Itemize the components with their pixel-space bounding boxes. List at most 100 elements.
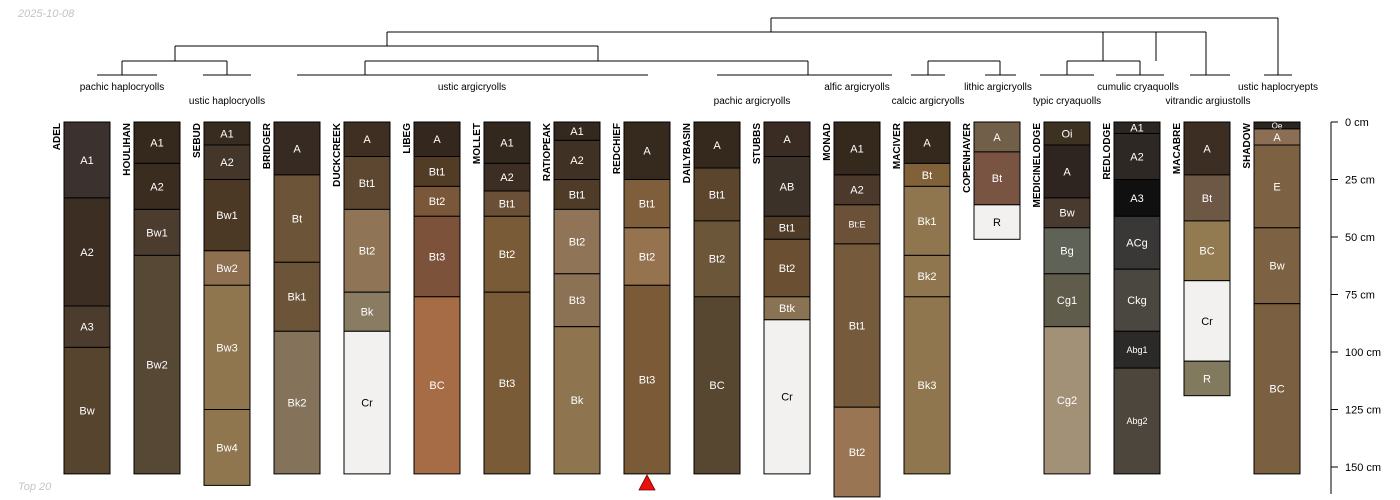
horizon-label: A2 [80, 247, 93, 259]
horizon-label: Cr [1201, 316, 1213, 328]
horizon-monad [833, 204, 881, 245]
horizon-maciver [903, 296, 951, 475]
horizon-mollet [483, 215, 531, 293]
horizon-label: Bk [361, 307, 374, 319]
profile-name: BRIDGER [262, 122, 273, 169]
horizon-label: A1 [1130, 123, 1143, 135]
horizon-label: Bw3 [216, 342, 237, 354]
horizon-copenhaver [973, 121, 1021, 153]
horizon-label: Bt [1202, 193, 1212, 205]
horizon-label: A1 [570, 126, 583, 138]
horizon-label: A2 [150, 181, 163, 193]
horizon-label: Cr [361, 397, 373, 409]
horizon-label: A1 [220, 128, 233, 140]
horizon-label: A1 [850, 143, 863, 155]
profile-name: STUBBS [752, 123, 763, 164]
horizon-dailybasin [693, 167, 741, 222]
profile-name: SHADOW [1242, 122, 1253, 168]
horizon-copenhaver [973, 204, 1021, 240]
horizon-label: Bt2 [429, 196, 446, 208]
horizon-label: Bw [79, 406, 94, 418]
horizon-label: Bt1 [429, 166, 446, 178]
depth-tick-label: 25 cm [1345, 175, 1375, 187]
horizon-redlodge [1113, 367, 1161, 475]
horizon-label: Bt2 [499, 249, 516, 261]
horizon-macabre [1183, 121, 1231, 176]
horizon-adel [63, 346, 111, 475]
horizon-label: Ckg [1127, 295, 1147, 307]
horizon-medicinelodge [1043, 197, 1091, 229]
taxon-label: alfic argicryolls [824, 82, 890, 93]
horizon-label: Bg [1060, 246, 1073, 258]
horizon-label: Bt1 [359, 178, 376, 190]
taxon-label: ustic argicryolls [438, 82, 506, 93]
horizon-monad [833, 174, 881, 206]
horizon-label: Bk2 [288, 397, 307, 409]
horizon-stubbs [763, 319, 811, 475]
horizon-label: Bw2 [146, 360, 167, 372]
horizon-label: Bk1 [918, 216, 937, 228]
horizon-label: Bt [992, 173, 1002, 185]
horizon-libeg [413, 121, 461, 157]
horizon-label: A [1273, 132, 1281, 144]
horizon-label: Oe [1272, 121, 1283, 130]
depth-tick-label: 75 cm [1345, 290, 1375, 302]
horizon-label: Btk [779, 303, 795, 315]
horizon-bridger [273, 261, 321, 332]
horizon-label: A [783, 134, 791, 146]
horizon-label: Bk1 [288, 292, 307, 304]
horizon-redchief [623, 179, 671, 229]
horizon-label: A [433, 134, 441, 146]
horizon-label: A [993, 132, 1001, 144]
horizon-maciver [903, 185, 951, 256]
horizon-adel [63, 121, 111, 199]
depth-tick-label: 150 cm [1345, 462, 1381, 474]
taxon-label: ustic haplocryolls [189, 96, 265, 107]
horizon-label: AB [780, 181, 795, 193]
horizon-label: Bt2 [639, 251, 656, 263]
profile-name: REDCHIEF [612, 123, 623, 174]
horizon-label: A1 [500, 138, 513, 150]
horizon-label: Bt1 [639, 199, 656, 211]
horizon-label: A [713, 140, 721, 152]
horizon-duckcreek [343, 208, 391, 293]
horizon-label: A [1203, 143, 1211, 155]
horizon-label: BC [1269, 384, 1284, 396]
horizon-label: Bk [571, 395, 584, 407]
horizon-label: BC [429, 380, 444, 392]
horizon-stubbs [763, 156, 811, 217]
taxon-label: calcic argicryolls [892, 96, 965, 107]
profile-name: RATIOPEAK [542, 122, 553, 181]
horizon-label: A [643, 146, 651, 158]
horizon-macabre [1183, 174, 1231, 222]
profile-name: MEDICINELODGE [1032, 123, 1043, 208]
horizon-mollet [483, 190, 531, 217]
taxon-label: ustic haplocryepts [1238, 82, 1318, 93]
horizon-label: Bt1 [499, 199, 516, 211]
profile-name: ADEL [52, 123, 63, 150]
horizon-maciver [903, 121, 951, 164]
horizon-bridger [273, 174, 321, 263]
horizon-dailybasin [693, 121, 741, 169]
depth-tick-label: 125 cm [1345, 405, 1381, 417]
horizon-dailybasin [693, 296, 741, 475]
horizon-copenhaver [973, 151, 1021, 206]
profile-name: COPENHAVER [962, 122, 973, 193]
horizon-redlodge [1113, 133, 1161, 180]
date-stamp: 2025-10-08 [18, 8, 75, 20]
horizon-label: E [1273, 181, 1280, 193]
horizon-ratiopeak [553, 208, 601, 275]
horizon-label: R [1203, 373, 1211, 385]
profile-marker [638, 474, 656, 491]
horizon-mollet [483, 121, 531, 164]
horizon-label: Bt:E [848, 220, 865, 230]
horizon-label: Bt1 [849, 320, 866, 332]
horizon-label: A1 [150, 138, 163, 150]
horizon-redchief [623, 121, 671, 180]
horizon-shadow [1253, 303, 1301, 475]
horizon-redchief [623, 227, 671, 286]
horizon-label: A [1063, 166, 1071, 178]
horizon-label: Bw [1269, 261, 1284, 273]
horizon-monad [833, 243, 881, 408]
